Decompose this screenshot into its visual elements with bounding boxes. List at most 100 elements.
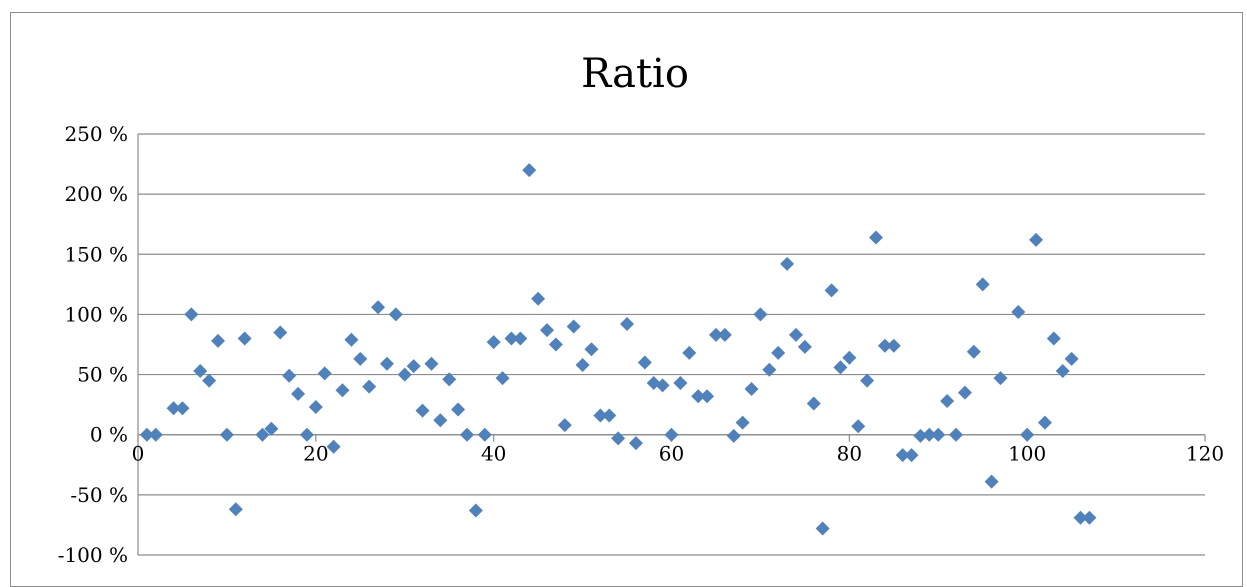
data-point (664, 427, 679, 442)
data-point (1011, 305, 1026, 320)
data-point (1082, 510, 1097, 525)
data-point (593, 408, 608, 423)
data-point (148, 427, 163, 442)
data-point (726, 428, 741, 443)
data-point (788, 327, 803, 342)
gridlines (138, 133, 1205, 556)
data-point (255, 427, 270, 442)
x-tick-label: 60 (659, 442, 684, 466)
data-point (317, 366, 332, 381)
data-point (842, 350, 857, 365)
data-point (299, 427, 314, 442)
data-point (540, 323, 555, 338)
data-point (548, 337, 563, 352)
data-point (264, 421, 279, 436)
data-point (1020, 427, 1035, 442)
data-point (904, 448, 919, 463)
data-point (326, 439, 341, 454)
data-point (1046, 331, 1061, 346)
data-point (691, 389, 706, 404)
data-point (433, 413, 448, 428)
data-point (1064, 351, 1079, 366)
data-point (628, 436, 643, 451)
data-point (415, 403, 430, 418)
data-point (504, 331, 519, 346)
data-point (637, 355, 652, 370)
data-point (708, 327, 723, 342)
data-point (717, 327, 732, 342)
data-point (877, 338, 892, 353)
y-tick-label: 150 % (64, 242, 128, 266)
data-point (237, 331, 252, 346)
data-point (531, 291, 546, 306)
data-point (371, 300, 386, 315)
data-point (557, 418, 572, 433)
data-point (860, 373, 875, 388)
axes (137, 134, 1206, 555)
data-point (211, 333, 226, 348)
data-point (753, 307, 768, 322)
x-tick-label: 40 (481, 442, 506, 466)
data-point (1073, 510, 1088, 525)
data-point (397, 367, 412, 382)
data-point (700, 389, 715, 404)
data-point (975, 277, 990, 292)
data-point (611, 431, 626, 446)
data-point (308, 400, 323, 415)
y-tick-label: 100 % (64, 302, 128, 326)
y-tick-label: -100 % (58, 543, 128, 567)
data-point (139, 427, 154, 442)
data-point (797, 339, 812, 354)
data-point (940, 394, 955, 409)
data-point (335, 383, 350, 398)
data-point (655, 378, 670, 393)
data-point (228, 502, 243, 517)
chart-frame (10, 12, 1243, 587)
y-tick-label: -50 % (70, 483, 128, 507)
data-point (451, 402, 466, 417)
data-point (682, 345, 697, 360)
data-point (442, 372, 457, 387)
data-point (851, 419, 866, 434)
x-tick-label: 80 (837, 442, 862, 466)
data-point (815, 521, 830, 536)
data-point (362, 379, 377, 394)
data-point (379, 356, 394, 371)
data-point (477, 427, 492, 442)
data-point (575, 357, 590, 372)
chart-title: Ratio (581, 51, 689, 97)
data-point (735, 415, 750, 430)
data-point (406, 359, 421, 374)
data-point (780, 256, 795, 271)
x-tick-label: 100 (1008, 442, 1046, 466)
x-tick-label: 20 (303, 442, 328, 466)
data-point (424, 356, 439, 371)
data-point (957, 385, 972, 400)
data-point (913, 428, 928, 443)
data-point (486, 335, 501, 350)
y-tick-label: 250 % (64, 122, 128, 146)
data-point (184, 307, 199, 322)
data-point (459, 427, 474, 442)
data-point (602, 408, 617, 423)
data-point (949, 427, 964, 442)
data-point (344, 332, 359, 347)
data-point (993, 371, 1008, 386)
data-point (388, 307, 403, 322)
data-point (744, 382, 759, 397)
data-point (495, 371, 510, 386)
data-point (895, 448, 910, 463)
data-point (353, 351, 368, 366)
data-point (620, 317, 635, 332)
data-point (984, 474, 999, 489)
data-point (282, 368, 297, 383)
y-tick-label: 0 % (90, 423, 128, 447)
data-point (584, 342, 599, 357)
x-tick-label: 120 (1186, 442, 1224, 466)
data-points (139, 163, 1097, 536)
x-tick-label: 0 (132, 442, 145, 466)
y-tick-label: 200 % (64, 182, 128, 206)
data-point (193, 363, 208, 378)
data-point (966, 344, 981, 359)
